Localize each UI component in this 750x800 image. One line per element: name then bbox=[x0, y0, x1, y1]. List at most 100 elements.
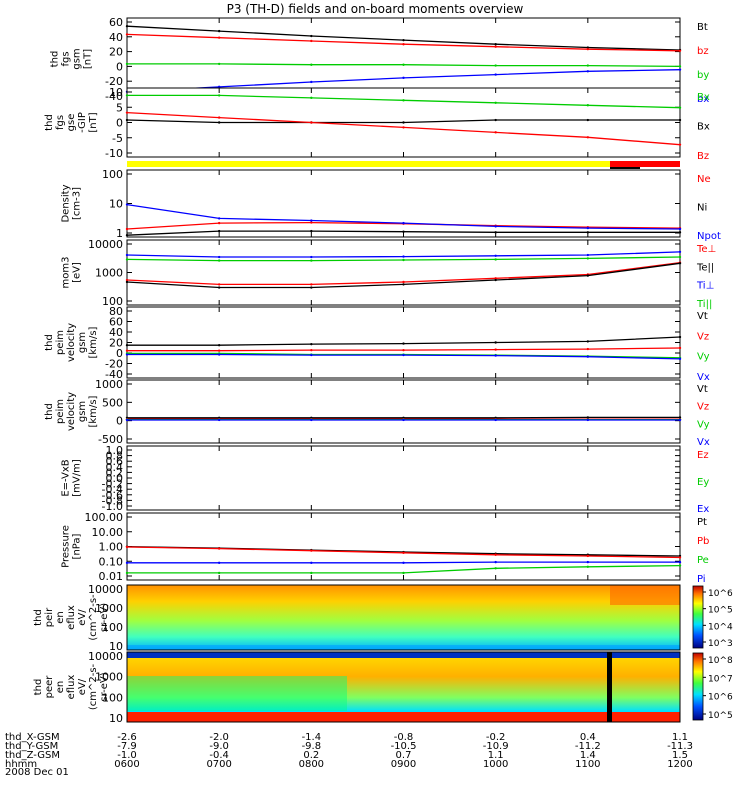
data-point bbox=[125, 253, 129, 257]
data-point bbox=[402, 121, 405, 124]
data-point bbox=[125, 25, 129, 28]
ylabel-line: -GIP bbox=[77, 112, 88, 133]
data-point bbox=[125, 545, 129, 549]
data-point bbox=[402, 126, 405, 129]
data-point bbox=[678, 262, 682, 265]
legend-label: Vz bbox=[697, 402, 709, 413]
ytick-label: 0.2 bbox=[106, 466, 124, 479]
legend-label: bx bbox=[697, 94, 709, 105]
data-point bbox=[310, 39, 313, 43]
footer-ephemeris: thd_X-GSM -2.6 -2.0 -1.4 -0.8 -0.2 0.4 1.1 thd_Y… bbox=[5, 732, 693, 770]
panel-2: 10 5 0 -5 -10 thd fgs gse -GIP [nT] Bx Bx Bz bbox=[44, 86, 710, 162]
legend-label: Te⊥ bbox=[696, 244, 716, 255]
data-point bbox=[217, 418, 221, 422]
data-point bbox=[217, 353, 221, 356]
data-point bbox=[586, 560, 590, 564]
legend-label: Ti⊥ bbox=[696, 281, 714, 292]
ytick-label: 100 bbox=[102, 691, 123, 704]
ylabel-line: Pressure bbox=[61, 525, 72, 568]
data-point bbox=[586, 231, 590, 234]
data-point bbox=[217, 116, 221, 119]
ylabel-line: fgs bbox=[55, 115, 66, 130]
ylabel-line: (cm^2-s- bbox=[88, 663, 99, 710]
ylabel-line: gsm bbox=[77, 401, 88, 422]
data-point bbox=[402, 418, 405, 422]
ylabel-line: peer bbox=[44, 675, 55, 699]
data-point bbox=[586, 104, 590, 107]
ytick-label: 1.0 bbox=[106, 444, 124, 457]
spectrogram-ion-frame bbox=[126, 584, 681, 651]
panel-9: 10000 1000 100 10 thd peir en eflux eV/(cm^2-s-s… bbox=[33, 583, 681, 653]
panel-3: 100 10 1 Density [cm-3] Ne Ni Npot bbox=[61, 168, 721, 242]
footer-value: -1.0 bbox=[117, 750, 137, 761]
footer-value: 0.4 bbox=[580, 732, 596, 743]
data-point bbox=[678, 564, 682, 567]
data-point bbox=[402, 348, 405, 352]
ylabel-line: Density bbox=[61, 184, 72, 222]
legend-label: Vx bbox=[697, 437, 710, 448]
data-point bbox=[586, 355, 590, 358]
data-point bbox=[217, 229, 221, 233]
data-point bbox=[125, 349, 129, 352]
spectrogram-ion-highenergy bbox=[610, 585, 680, 605]
spectrogram-electron-lowenergy bbox=[127, 676, 347, 711]
data-point bbox=[310, 255, 313, 259]
footer-value: -9.8 bbox=[302, 741, 322, 752]
data-point bbox=[402, 353, 405, 357]
footer-value: -7.9 bbox=[117, 741, 137, 752]
data-point bbox=[125, 62, 129, 66]
ytick-label: 0.6 bbox=[106, 455, 124, 468]
spectrogram-ion-image bbox=[127, 585, 680, 650]
ylabel-line: velocity bbox=[66, 323, 77, 362]
data-point bbox=[125, 227, 129, 231]
data-point bbox=[402, 280, 405, 284]
data-point bbox=[586, 46, 590, 49]
data-point bbox=[310, 561, 313, 565]
ylabel-line: [nPa] bbox=[72, 533, 83, 559]
legend-label: Ex bbox=[697, 504, 709, 515]
ytick-label: 60 bbox=[109, 16, 123, 29]
ytick-label: 10 bbox=[109, 640, 123, 653]
ylabel-line: velocity bbox=[66, 392, 77, 431]
data-point bbox=[217, 217, 221, 220]
data-point bbox=[402, 230, 405, 233]
data-point bbox=[678, 556, 682, 559]
colorbar-tick-label: 10^5 bbox=[708, 711, 733, 721]
footer-value: -2.0 bbox=[209, 732, 229, 743]
footer-value: 1000 bbox=[483, 759, 508, 770]
colorbar-ion-scale bbox=[692, 585, 704, 649]
data-point bbox=[310, 80, 313, 84]
legend-label: Ti|| bbox=[696, 299, 712, 310]
data-point bbox=[586, 274, 590, 277]
ylabel-line: thd bbox=[44, 403, 55, 420]
footer-value: -11.3 bbox=[667, 741, 693, 752]
data-point bbox=[217, 286, 221, 289]
panel-8: 100.00 10.00 1.000.10 0.01 Pressure [nPa] Pt Pb… bbox=[61, 511, 710, 585]
ytick-label: 40 bbox=[109, 326, 123, 339]
ytick-label: 60 bbox=[109, 316, 123, 329]
ylabel-line: thd bbox=[44, 114, 55, 131]
spectrogram-ion-lowband bbox=[127, 645, 680, 650]
data-point bbox=[678, 418, 682, 422]
ylabel-line: [eV] bbox=[72, 262, 83, 283]
data-point bbox=[402, 221, 405, 225]
data-point bbox=[678, 231, 682, 234]
footer-value: -11.2 bbox=[575, 741, 601, 752]
data-point bbox=[310, 229, 313, 233]
footer-date: 2008 Dec 01 bbox=[5, 767, 69, 778]
footer-row-label: hhmm bbox=[5, 759, 37, 770]
footer-row-label: thd_Y-GSM bbox=[5, 741, 58, 752]
colorbar-tick-label: 10^6 bbox=[708, 589, 733, 599]
data-point bbox=[494, 131, 497, 134]
footer-value: 1.5 bbox=[672, 750, 688, 761]
ytick-label: 0.0 bbox=[106, 472, 124, 485]
data-point bbox=[217, 259, 221, 262]
ytick-label: 1000 bbox=[95, 602, 123, 615]
ytick-label: 100 bbox=[102, 621, 123, 634]
ytick-label: 0.8 bbox=[106, 450, 124, 463]
ytick-label: 10000 bbox=[88, 238, 123, 251]
ytick-label: 20 bbox=[109, 337, 123, 350]
data-point bbox=[678, 560, 682, 564]
footer-value: -0.4 bbox=[209, 750, 229, 761]
ytick-label: 0 bbox=[116, 60, 123, 73]
